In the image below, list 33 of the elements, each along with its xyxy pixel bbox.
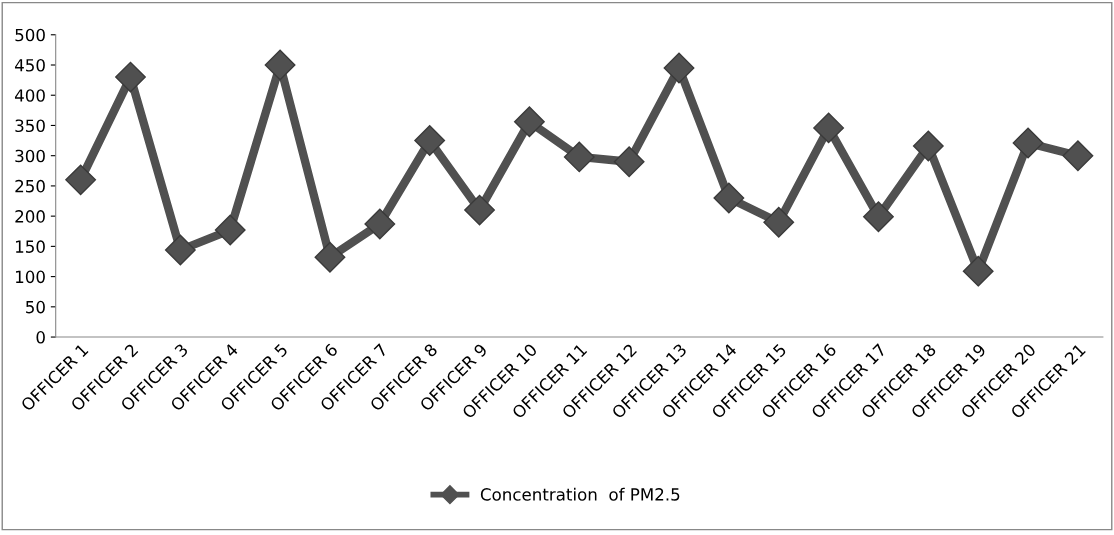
y-tick-label: 500	[15, 28, 45, 42]
y-tick-label: 450	[14, 58, 45, 72]
point	[563, 141, 595, 173]
point	[314, 241, 346, 273]
point	[912, 130, 944, 162]
point	[264, 49, 296, 81]
point	[763, 206, 795, 238]
point	[164, 234, 196, 266]
point	[1062, 140, 1094, 172]
y-tick-label: 100	[16, 270, 45, 284]
point	[513, 106, 545, 138]
point	[65, 164, 97, 196]
y-tick-label: 300	[15, 149, 45, 163]
y-tick-label: 50	[26, 300, 45, 314]
point	[414, 125, 446, 156]
y-tick-label: 0	[36, 331, 45, 344]
point	[613, 146, 645, 178]
point	[464, 194, 495, 226]
y-tick-label: 350	[15, 119, 45, 133]
point	[713, 182, 745, 214]
point	[962, 255, 994, 287]
point	[1012, 127, 1044, 159]
y-tick-label: 250	[15, 179, 45, 193]
y-tick-label: 400	[14, 89, 45, 102]
point	[115, 61, 146, 93]
point	[813, 112, 845, 144]
legend-label: Concentration of PM2.5	[480, 487, 680, 501]
y-tick-label: 150	[16, 240, 45, 253]
point	[863, 201, 894, 233]
point	[214, 214, 246, 246]
y-tick-label: 200	[15, 210, 45, 223]
point	[663, 52, 695, 84]
point	[364, 208, 396, 240]
